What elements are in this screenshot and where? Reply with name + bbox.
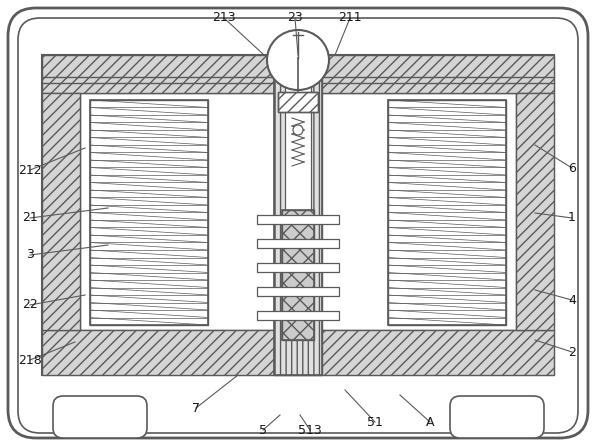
Bar [90, 100, 208, 325]
Text: 22: 22 [22, 298, 38, 312]
Text: 513: 513 [298, 424, 322, 436]
Bar [274, 60, 322, 375]
Bar [257, 239, 339, 248]
Text: 21: 21 [22, 211, 38, 225]
Bar [42, 55, 554, 93]
Circle shape [293, 125, 303, 135]
Bar [388, 100, 506, 325]
Bar [257, 215, 339, 224]
Text: 3: 3 [26, 249, 34, 262]
Ellipse shape [267, 30, 329, 90]
Text: 218: 218 [18, 353, 42, 366]
Text: 2: 2 [568, 345, 576, 358]
Bar [282, 210, 314, 340]
Bar [274, 60, 322, 375]
Text: 211: 211 [338, 12, 362, 24]
Bar [285, 65, 311, 335]
Bar [257, 311, 339, 320]
Text: 7: 7 [192, 401, 200, 415]
Text: 23: 23 [287, 12, 303, 24]
Text: 213: 213 [212, 12, 236, 24]
Bar [42, 55, 554, 375]
Bar [388, 100, 506, 325]
Bar [278, 92, 318, 112]
FancyBboxPatch shape [450, 396, 544, 438]
Text: 51: 51 [367, 416, 383, 428]
FancyBboxPatch shape [8, 8, 588, 438]
Bar [516, 93, 554, 330]
Text: 212: 212 [18, 163, 42, 177]
Text: 5: 5 [259, 424, 267, 436]
FancyBboxPatch shape [18, 18, 578, 433]
Text: 4: 4 [568, 293, 576, 306]
Bar [282, 210, 314, 340]
Text: 6: 6 [568, 162, 576, 174]
Bar [278, 92, 318, 112]
FancyBboxPatch shape [53, 396, 147, 438]
Text: A: A [426, 416, 434, 428]
Bar [257, 263, 339, 272]
Text: 1: 1 [568, 211, 576, 225]
Bar [80, 93, 516, 330]
Bar [257, 287, 339, 296]
Bar [42, 330, 554, 375]
Bar [90, 100, 208, 325]
Bar [42, 93, 80, 330]
